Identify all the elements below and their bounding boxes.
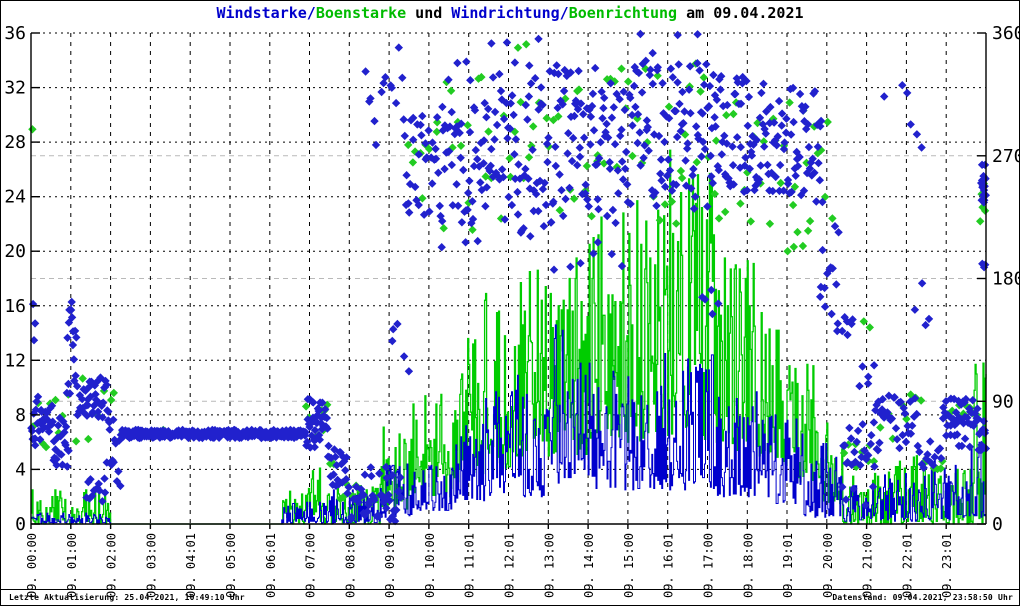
x-tick-label: 09. 14:00 [582,533,596,598]
x-tick-label: 09. 09:01 [383,533,397,598]
left-tick-label: 32 [4,78,26,99]
title-boenstarke: Boenstarke [315,4,407,22]
title-windrichtung: Windrichtung [451,4,560,22]
x-tick-label: 09. 04:01 [184,533,198,598]
x-tick-label: 09. 17:00 [702,533,716,598]
right-tick-label: 90 [992,391,1014,412]
x-tick-label: 09. 12:01 [503,533,517,598]
x-tick-label: 09. 20:00 [821,533,835,598]
x-tick-label: 09. 21:00 [861,533,875,598]
x-tick-label: 09. 23:01 [940,533,954,598]
x-tick-label: 09. 16:01 [662,533,676,598]
x-tick-label: 09. 11:01 [463,533,477,598]
title-und: und [406,4,452,22]
left-tick-label: 8 [15,405,26,426]
left-tick-label: 0 [15,514,26,535]
x-tick-label: 09. 03:00 [144,533,158,598]
x-tick-label: 09. 02:00 [105,533,119,598]
left-tick-label: 16 [4,296,26,317]
right-tick-label: 180 [992,269,1020,290]
x-tick-label: 09. 05:00 [224,533,238,598]
right-tick-label: 360 [992,23,1020,44]
last-update-text: Letzte Aktualisierung: 25.04.2021, 10:49… [9,593,245,602]
left-tick-label: 4 [15,459,26,480]
right-tick-label: 270 [992,146,1020,167]
x-tick-label: 09. 08:00 [343,533,357,598]
title-slash-2: / [559,4,569,22]
title-slash-1: / [306,4,316,22]
footer-divider [1,589,1019,590]
x-tick-label: 09. 01:00 [65,533,79,598]
right-tick-label: 0 [992,514,1003,535]
x-tick-label: 09. 07:00 [304,533,318,598]
x-tick-label: 09. 15:00 [622,533,636,598]
x-tick-label: 09. 18:00 [741,533,755,598]
x-tick-label: 09. 10:00 [423,533,437,598]
left-tick-label: 12 [4,350,26,371]
x-tick-label: 09. 00:00 [25,533,39,598]
title-windstarke: Windstarke [216,4,307,22]
x-tick-label: 09. 13:00 [542,533,556,598]
left-tick-label: 20 [4,241,26,262]
scatter-windrichtung [27,29,991,526]
left-tick-label: 24 [4,187,26,208]
chart-title: Windstarke/Boenstarke und Windrichtung/B… [1,4,1019,22]
x-tick-label: 09. 06:01 [264,533,278,598]
title-date: am 09.04.2021 [677,4,804,22]
x-tick-label: 09. 19:01 [781,533,795,598]
data-timestamp-text: Datenstand: 09.04.2021, 23:58:50 Uhr [832,593,1013,602]
title-boenrichtung: Boenrichtung [568,4,678,22]
left-tick-label: 36 [4,23,26,44]
left-tick-label: 28 [4,132,26,153]
x-tick-label: 09. 22:01 [900,533,914,598]
